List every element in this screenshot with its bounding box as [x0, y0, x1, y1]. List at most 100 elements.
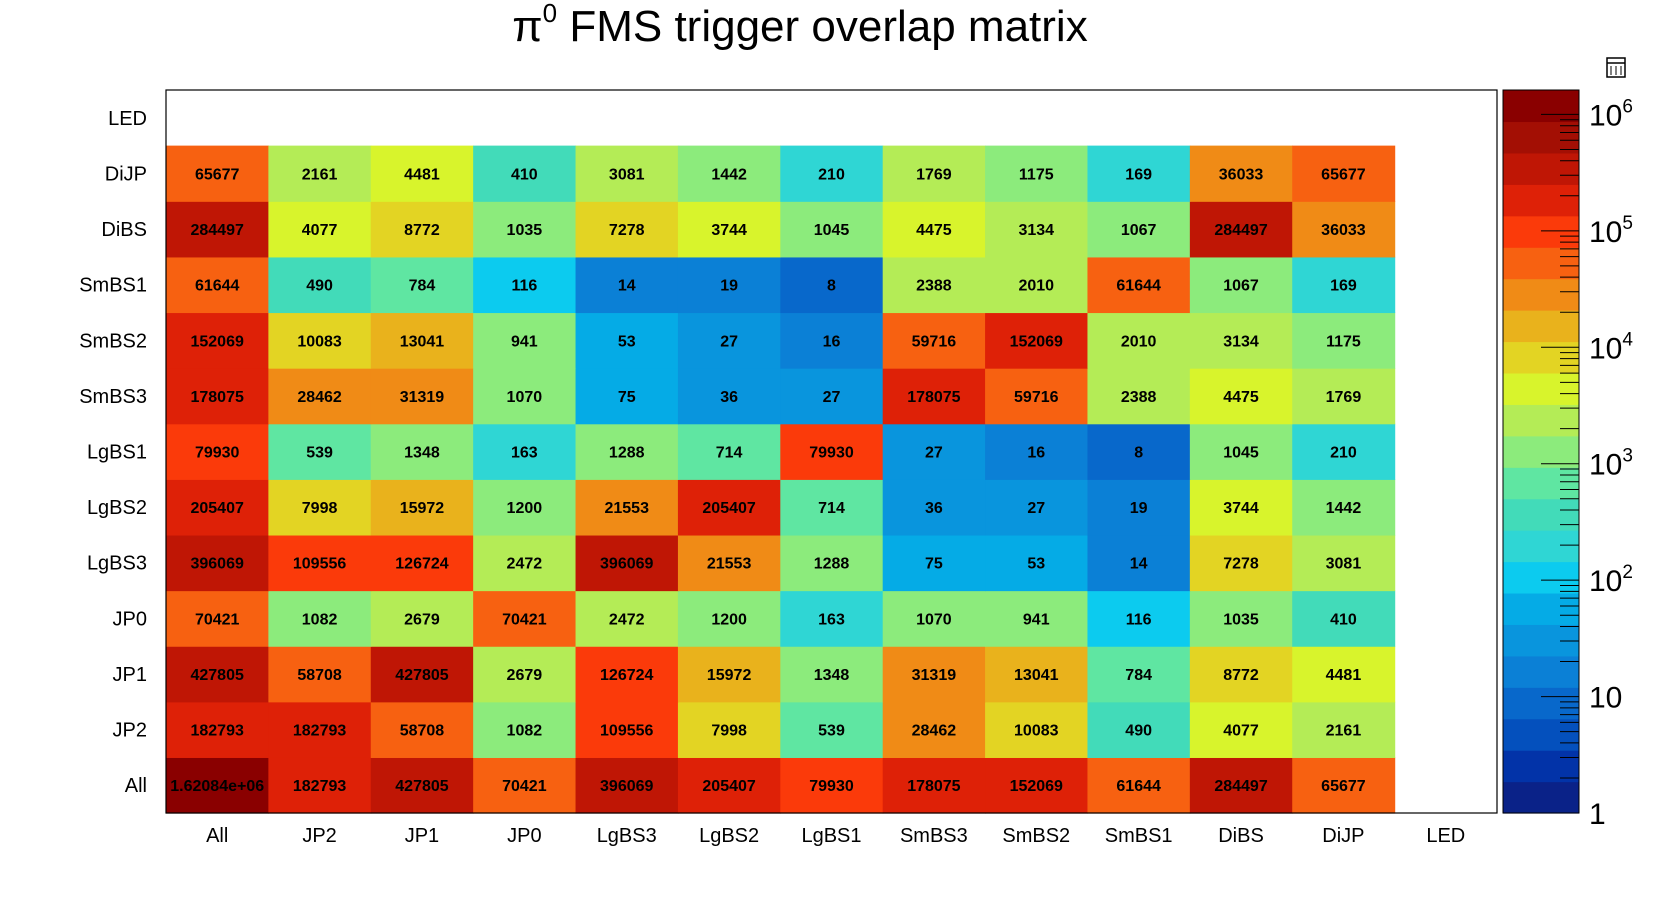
heatmap-cell	[780, 590, 884, 647]
heatmap-cell	[370, 646, 474, 703]
heatmap-cell	[677, 534, 781, 592]
heatmap-cell	[882, 479, 986, 536]
heatmap-cell-label: 61644	[1116, 278, 1161, 295]
color-scale-label: 104	[1589, 329, 1633, 365]
heatmap-cell-label: 1348	[404, 445, 440, 462]
heatmap-cell-label: 31319	[912, 667, 957, 684]
heatmap-cell	[882, 201, 986, 258]
color-scale-label: 103	[1589, 446, 1633, 482]
heatmap-cell	[166, 590, 269, 647]
heatmap-cell-label: 10083	[1014, 723, 1059, 740]
heatmap-cell	[268, 534, 372, 592]
heatmap-cell	[370, 590, 474, 647]
heatmap-cell	[473, 201, 577, 258]
heatmap-cell	[166, 646, 269, 703]
heatmap-cell-label: 2010	[1121, 333, 1157, 350]
heatmap-cell	[677, 423, 781, 480]
heatmap-cell-label: 427805	[395, 778, 448, 795]
heatmap-cell	[370, 701, 474, 758]
heatmap-cell	[677, 646, 781, 703]
heatmap-cell	[1292, 368, 1396, 425]
heatmap-cell	[370, 423, 474, 480]
heatmap-cell-label: 1200	[711, 611, 747, 628]
heatmap-cell	[268, 256, 372, 314]
heatmap-cell-label: 714	[716, 445, 743, 462]
heatmap-cell	[1087, 256, 1191, 314]
heatmap-cell	[985, 590, 1089, 647]
heatmap-cell	[780, 757, 884, 814]
heatmap-cell-label: 205407	[702, 778, 755, 795]
heatmap-cell	[166, 145, 269, 202]
x-axis-tick-label: JP0	[507, 825, 541, 847]
heatmap-cell-label: 14	[1130, 556, 1148, 573]
heatmap-cell	[268, 368, 372, 425]
heatmap-cell-label: 116	[511, 278, 537, 295]
color-scale-segment	[1503, 310, 1579, 343]
heatmap-cell-label: 1348	[814, 667, 850, 684]
heatmap-cell-label: 714	[818, 500, 845, 517]
heatmap-cell	[1189, 590, 1293, 647]
heatmap-cell	[370, 145, 474, 202]
heatmap-cell	[473, 256, 577, 314]
palette-icon[interactable]	[1606, 57, 1626, 78]
heatmap-cell-label: 3081	[1326, 556, 1362, 573]
heatmap-cell	[985, 757, 1089, 814]
heatmap-cell-label: 8	[827, 278, 836, 295]
heatmap-cell-label: 36	[720, 389, 738, 406]
heatmap-cell	[1087, 368, 1191, 425]
heatmap-cell-label: 21553	[604, 500, 649, 517]
heatmap-cell-label: 169	[1330, 278, 1357, 295]
heatmap-cell-label: 1070	[916, 611, 952, 628]
heatmap-cell-label: 116	[1126, 611, 1152, 628]
heatmap-cell-label: 27	[720, 333, 738, 350]
heatmap-cell-label: 27	[823, 389, 841, 406]
heatmap-cell	[575, 534, 679, 592]
heatmap-cell	[473, 423, 577, 480]
heatmap-cell	[780, 145, 884, 202]
color-scale-segment	[1503, 404, 1579, 437]
heatmap-cell	[268, 646, 372, 703]
heatmap-cell	[985, 145, 1089, 202]
heatmap-cell	[1292, 479, 1396, 536]
heatmap-cell	[1189, 534, 1293, 592]
heatmap-cell-label: 4077	[302, 222, 338, 239]
heatmap-cell	[780, 479, 884, 536]
heatmap-cell	[677, 145, 781, 202]
x-axis-tick-label: JP2	[302, 825, 336, 847]
heatmap-cell-label: 396069	[600, 556, 653, 573]
heatmap-cell-label: 182793	[293, 778, 346, 795]
heatmap-cell	[677, 479, 781, 536]
x-axis-tick-label: LgBS1	[801, 825, 861, 847]
heatmap-cell-label: 2679	[404, 611, 440, 628]
heatmap-cell-label: 539	[306, 445, 333, 462]
heatmap-cell	[268, 479, 372, 536]
heatmap-cell-label: 163	[818, 611, 845, 628]
heatmap-cell-label: 427805	[395, 667, 448, 684]
heatmap-cell	[1087, 757, 1191, 814]
heatmap-cell	[575, 368, 679, 425]
heatmap-cell-label: 178075	[190, 389, 243, 406]
y-axis-tick-label: DiJP	[105, 163, 147, 185]
heatmap-cell	[575, 423, 679, 480]
color-scale-segment	[1503, 90, 1579, 123]
heatmap-cell	[1189, 757, 1293, 814]
heatmap-cell	[882, 312, 986, 369]
heatmap-cell-label: 1175	[1326, 333, 1361, 350]
heatmap-cell-label: 490	[306, 278, 333, 295]
color-scale-bar	[1502, 89, 1580, 814]
heatmap-cell-label: 15972	[707, 667, 752, 684]
heatmap-cell-label: 28462	[912, 723, 957, 740]
heatmap-cell	[677, 757, 781, 814]
heatmap-cell	[1292, 757, 1396, 814]
heatmap-cell-label: 27	[925, 445, 943, 462]
heatmap-cell	[370, 534, 474, 592]
chart-title: π0 FMS trigger overlap matrix	[0, 0, 1600, 52]
color-scale-ticks	[1541, 113, 1579, 814]
heatmap-cell-label: 16	[823, 333, 841, 350]
heatmap-cell	[575, 479, 679, 536]
color-scale-segment	[1503, 655, 1579, 688]
color-scale-segment	[1503, 372, 1579, 405]
heatmap-cell	[473, 479, 577, 536]
y-axis-tick-label: JP0	[113, 608, 147, 630]
heatmap-cell	[166, 701, 269, 758]
